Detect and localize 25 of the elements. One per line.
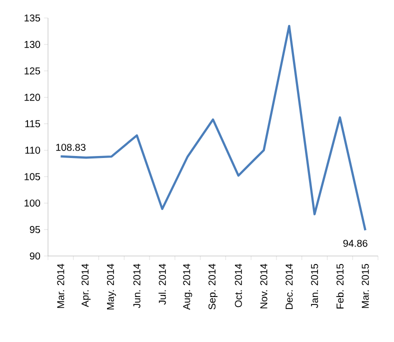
y-tick-label: 135 [24,14,40,22]
y-tick-label: 90 [30,252,40,260]
x-tick-label: Jan. 2015 [311,264,318,308]
x-tick-label: Apr. 2014 [82,264,91,308]
data-label: 108.83 [56,144,86,151]
x-tick-label: Aug. 2014 [183,264,192,310]
y-tick-label: 100 [24,200,40,207]
y-tick-label: 120 [24,94,40,101]
x-tick-label: Oct. 2014 [234,264,242,308]
x-tick-label: Feb. 2015 [336,264,344,308]
x-tick-label: Mar. 2015 [362,264,369,308]
y-tick-label: 105 [24,173,40,180]
y-tick-label: 125 [24,67,40,74]
x-tick-label: Jun. 2014 [133,264,140,308]
data-label: 94.86 [343,240,368,247]
y-tick-label: 95 [30,226,40,234]
y-tick-label: 115 [25,120,40,128]
x-tick-label: Sep. 2014 [208,264,218,310]
x-tick-label: Jul. 2014 [158,264,166,305]
x-tick-label: Nov. 2014 [260,264,268,308]
y-tick-label: 110 [25,146,40,154]
x-tick-label: Mar. 2014 [57,264,64,308]
x-tick-label: Dec. 2014 [286,264,293,310]
y-tick-label: 130 [24,40,40,48]
x-tick-label: May. 2014 [106,264,116,310]
